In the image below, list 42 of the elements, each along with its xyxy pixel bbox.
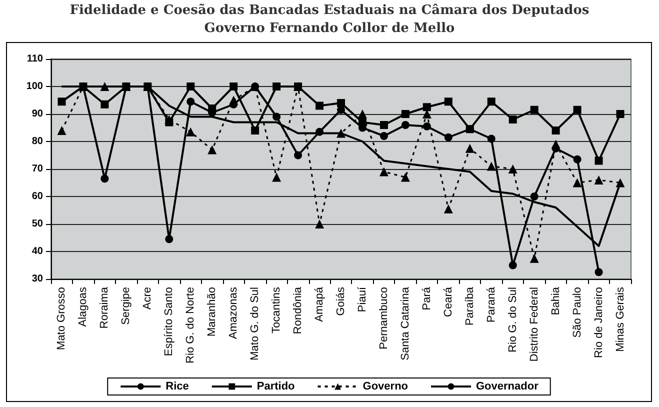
- x-tick-label: Paraíba: [464, 286, 476, 326]
- x-tick-label: Rondônia: [292, 286, 304, 334]
- x-tick-label: Mato G. do Sul: [249, 287, 262, 360]
- x-tick-label: Ceará: [442, 286, 454, 317]
- x-tick-label: Alagoas: [77, 286, 90, 327]
- x-tick-label: Mato Grosso: [56, 287, 68, 350]
- x-tick-label: Piauí: [356, 286, 368, 312]
- chart-title: Fidelidade e Coesão das Bancadas Estaduais na Câmara dos Deputados: [68, 2, 590, 20]
- legend-label: Rice: [166, 380, 189, 392]
- x-tick-label: Tocantins: [270, 286, 283, 334]
- x-tick-label: Rio G. do Norte: [184, 287, 197, 364]
- x-tick-label: Santa Catarina: [399, 286, 412, 360]
- y-tick-label: 60: [32, 191, 44, 202]
- x-tick-label: Espírito Santo: [163, 287, 176, 356]
- y-tick-label: 40: [32, 246, 44, 257]
- x-tick-label: Pernambuco: [378, 287, 390, 350]
- x-tick-label: Rio de Janeiro: [592, 287, 605, 358]
- y-tick-label: 70: [32, 164, 44, 174]
- y-tick-label: 50: [32, 218, 44, 230]
- x-tick-label: Sergipe: [120, 287, 132, 325]
- x-tick-label: Acre: [142, 287, 154, 310]
- x-tick-label: Amazonas: [228, 286, 240, 339]
- legend-label: Partido: [256, 380, 296, 392]
- x-tick-label: Maranhão: [206, 287, 218, 337]
- legend-label: Governador: [476, 380, 540, 392]
- x-tick-label: Amapá: [314, 286, 326, 322]
- x-tick-label: Distrito Federal: [528, 287, 540, 362]
- x-tick-label: Bahia: [550, 286, 562, 316]
- x-tick-label: Paraná: [485, 286, 498, 322]
- y-tick-label: 30: [32, 274, 44, 284]
- y-tick-label: 80: [32, 136, 44, 147]
- x-tick-label: Goiás: [335, 286, 347, 316]
- x-tick-label: Rio G. do Sul: [506, 287, 519, 352]
- y-tick-label: 110: [26, 54, 44, 64]
- chart-subtitle: Governo Fernando Collor de Mello: [203, 20, 456, 38]
- x-tick-label: Roraima: [98, 286, 111, 329]
- x-tick-label: Minas Gerais: [614, 286, 626, 352]
- y-tick-label: 100: [26, 81, 44, 92]
- y-tick-label: 90: [32, 108, 44, 120]
- x-tick-label: São Paulo: [571, 287, 584, 338]
- legend-label: Governo: [362, 380, 408, 392]
- x-tick-label: Pará: [420, 286, 433, 310]
